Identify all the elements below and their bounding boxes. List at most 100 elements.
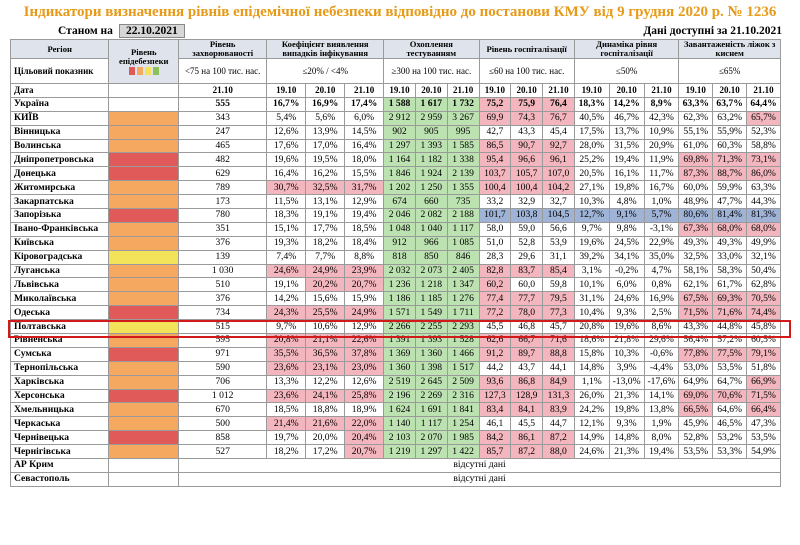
- testing-value: 1 369: [383, 346, 416, 362]
- beds-value: 62,1%: [678, 277, 714, 293]
- testing-value: 1 186: [383, 291, 416, 307]
- dynamics-value: 10,9%: [643, 124, 680, 140]
- date-col: 19.10: [573, 83, 610, 98]
- hosp-value: 77,2: [478, 305, 512, 321]
- beds-value: 59,9%: [712, 180, 748, 196]
- testing-value: 1 711: [446, 305, 480, 321]
- testing-value: 2 032: [383, 263, 416, 279]
- hosp-value: 29,6: [510, 249, 544, 265]
- testing-value: 1 185: [414, 291, 448, 307]
- hosp-value: 95,4: [478, 152, 512, 168]
- hosp-value: 45,4: [542, 124, 575, 140]
- dynamics-value: 15,8%: [573, 346, 610, 362]
- dynamics-value: 6,0%: [608, 277, 645, 293]
- detection-value: 18,9%: [344, 402, 385, 418]
- level-indicator: [108, 138, 180, 154]
- testing-value: 2 188: [446, 208, 480, 223]
- detection-value: 8,8%: [344, 249, 385, 265]
- beds-value: 68,0%: [746, 221, 781, 237]
- dynamics-value: 4,7%: [643, 263, 680, 279]
- beds-value: 32,1%: [746, 249, 781, 265]
- testing-value: 1 202: [383, 180, 416, 196]
- no-data-text: відсутні дані: [178, 458, 781, 473]
- detection-value: 18,4%: [344, 235, 385, 251]
- incidence-value: 590: [178, 360, 268, 376]
- testing-value: 1 466: [446, 346, 480, 362]
- beds-value: 45,9%: [678, 416, 714, 432]
- level-indicator: [108, 430, 180, 446]
- testing-value: 1 355: [446, 180, 480, 196]
- region-name: Хмельницька: [9, 402, 110, 418]
- detection-value: 16,2%: [305, 166, 346, 182]
- incidence-value: 351: [178, 221, 268, 237]
- beds-value: 77,5%: [712, 346, 748, 362]
- region-row: Львівська 510 19,1% 20,2% 20,7% 1 236 1 218 1 3…: [9, 277, 781, 293]
- beds-value: 63,7%: [712, 96, 748, 112]
- level-indicator: [108, 416, 180, 432]
- level-indicator: [108, 221, 180, 237]
- dynamics-value: 10,4%: [573, 305, 610, 321]
- incidence-value: 858: [178, 430, 268, 446]
- beds-value: 64,4%: [746, 96, 781, 112]
- beds-value: 53,5%: [678, 444, 714, 460]
- testing-value: 1 985: [446, 430, 480, 446]
- testing-value: 2 139: [446, 166, 480, 182]
- dynamics-value: 8,0%: [643, 430, 680, 446]
- region-row: Запорізька 780 18,3% 19,1% 19,4% 2 046 2 082 2 …: [9, 208, 781, 223]
- level-indicator: [108, 124, 180, 140]
- hosp-value: 100,4: [478, 180, 512, 196]
- hosp-value: 60,0: [510, 277, 544, 293]
- beds-value: 71,3%: [712, 152, 748, 168]
- beds-value: 53,5%: [746, 430, 781, 446]
- beds-value: 80,6%: [678, 208, 714, 223]
- dynamics-value: 9,8%: [608, 221, 645, 237]
- beds-value: 69,8%: [678, 152, 714, 168]
- dynamics-value: 28,0%: [573, 138, 610, 154]
- dynamics-value: 10,1%: [573, 277, 610, 293]
- detection-value: 24,9%: [344, 305, 385, 321]
- level-indicator: [108, 388, 180, 404]
- page-title: Індикатори визначення рівнів епідемічної…: [23, 4, 777, 20]
- hosp-value: 32,7: [542, 194, 575, 210]
- level-indicator: [108, 180, 180, 196]
- date-col: 19.10: [478, 83, 512, 98]
- detection-value: 19,4%: [344, 208, 385, 223]
- detection-value: 20,4%: [344, 430, 385, 446]
- testing-value: 2 073: [414, 263, 448, 279]
- beds-value: 71,5%: [746, 388, 781, 404]
- date-col: 21.10: [344, 83, 385, 98]
- dynamics-value: -0,6%: [643, 346, 680, 362]
- level-indicator: [108, 471, 180, 487]
- beds-value: 49,3%: [712, 235, 748, 251]
- detection-value: 35,5%: [266, 346, 307, 362]
- level-indicator: [108, 305, 180, 321]
- hosp-value: 100,4: [510, 180, 544, 196]
- beds-value: 55,1%: [678, 124, 714, 140]
- dynamics-value: 9,3%: [608, 305, 645, 321]
- region-name: Кіровоградська: [9, 249, 110, 265]
- indicators-table: Регіон Рівень епідебезпеки Рівень захвор…: [9, 39, 781, 487]
- date-col: 20.10: [305, 83, 346, 98]
- testing-value: 2 519: [383, 374, 416, 390]
- region-row: Донецька 629 16,4% 16,2% 15,5% 1 846 1 924 2 13…: [9, 166, 781, 182]
- beds-value: 77,8%: [678, 346, 714, 362]
- detection-value: 24,6%: [266, 263, 307, 279]
- dynamics-value: 27,1%: [573, 180, 610, 196]
- detection-value: 18,0%: [344, 152, 385, 168]
- beds-value: 60,3%: [712, 138, 748, 154]
- dynamics-value: -13,0%: [608, 374, 645, 390]
- hosp-value: 51,0: [478, 235, 512, 251]
- level-indicator: [108, 152, 180, 168]
- detection-value: 19,5%: [305, 152, 346, 168]
- beds-value: 54,9%: [746, 444, 781, 460]
- beds-value: 67,5%: [678, 291, 714, 307]
- level-indicator: [108, 360, 180, 376]
- hosp-value: 83,4: [478, 402, 512, 418]
- level-indicator: [108, 277, 180, 293]
- testing-value: 2 082: [414, 208, 448, 223]
- beds-value: 86,0%: [746, 166, 781, 182]
- level-indicator: [108, 402, 180, 418]
- level-indicator: [108, 235, 180, 251]
- beds-value: 66,4%: [746, 402, 781, 418]
- dynamics-value: 46,7%: [608, 110, 645, 126]
